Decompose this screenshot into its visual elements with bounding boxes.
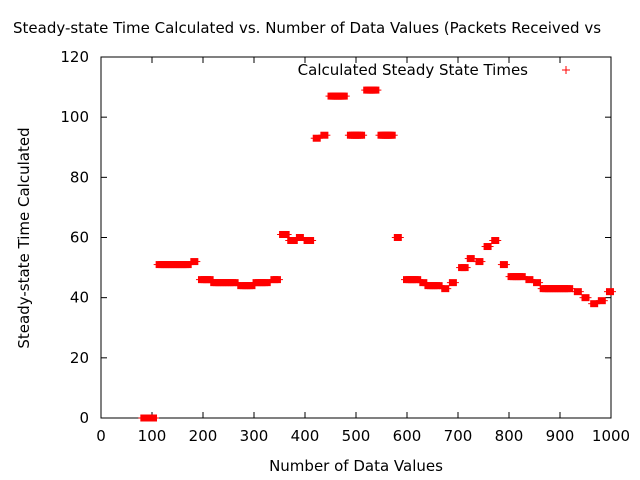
y-tick-label: 0 bbox=[79, 409, 89, 427]
data-point bbox=[369, 86, 382, 94]
legend-marker bbox=[562, 66, 570, 74]
legend-label: Calculated Steady State Times bbox=[298, 61, 529, 79]
data-point bbox=[318, 131, 331, 139]
data-point bbox=[489, 237, 502, 245]
x-tick-label: 300 bbox=[240, 427, 269, 445]
data-point bbox=[446, 279, 459, 287]
x-tick-label: 600 bbox=[393, 427, 422, 445]
y-tick-label: 80 bbox=[70, 168, 89, 186]
legend: Calculated Steady State Times bbox=[298, 61, 570, 79]
data-point bbox=[337, 92, 350, 100]
x-tick-label: 400 bbox=[291, 427, 320, 445]
x-tick-label: 200 bbox=[189, 427, 218, 445]
y-tick-label: 60 bbox=[70, 229, 89, 247]
y-tick-label: 100 bbox=[60, 108, 89, 126]
x-tick-label: 0 bbox=[96, 427, 106, 445]
data-point bbox=[458, 264, 471, 272]
data-point bbox=[497, 261, 510, 269]
plot-frame bbox=[100, 56, 612, 419]
data-point bbox=[385, 131, 398, 139]
y-axis-label: Steady-state Time Calculated bbox=[15, 127, 33, 348]
x-tick-label: 500 bbox=[342, 427, 371, 445]
data-point bbox=[188, 258, 201, 266]
data-point bbox=[391, 234, 404, 241]
data-point bbox=[304, 237, 317, 245]
y-tick-label: 40 bbox=[70, 289, 89, 307]
axis-tick-labels: 0 100 200 300 400 500 600 700 800 900 1000 0 20 40 60 8… bbox=[60, 48, 630, 445]
data-point bbox=[279, 230, 292, 238]
x-tick-label: 800 bbox=[495, 427, 524, 445]
legend-plus-icon bbox=[562, 66, 570, 74]
data-point bbox=[147, 414, 160, 422]
x-tick-label: 100 bbox=[138, 427, 167, 445]
data-points bbox=[138, 86, 616, 422]
y-tick-label: 20 bbox=[70, 349, 89, 367]
data-point bbox=[355, 131, 368, 139]
data-point bbox=[531, 279, 544, 287]
data-point bbox=[563, 285, 576, 293]
chart-title: Steady-state Time Calculated vs. Number … bbox=[13, 19, 601, 37]
data-point bbox=[595, 297, 608, 305]
data-point bbox=[571, 288, 584, 296]
data-point bbox=[439, 285, 452, 293]
data-point bbox=[270, 276, 283, 284]
data-point bbox=[473, 258, 486, 266]
axis-ticks bbox=[100, 56, 612, 419]
y-tick-label: 120 bbox=[60, 48, 89, 66]
data-point bbox=[481, 243, 494, 251]
x-axis-label: Number of Data Values bbox=[269, 457, 443, 475]
data-point bbox=[579, 294, 592, 302]
x-tick-label: 1000 bbox=[592, 427, 630, 445]
data-point bbox=[603, 288, 616, 296]
x-tick-label: 700 bbox=[444, 427, 473, 445]
data-point bbox=[464, 255, 477, 263]
x-tick-label: 900 bbox=[546, 427, 575, 445]
